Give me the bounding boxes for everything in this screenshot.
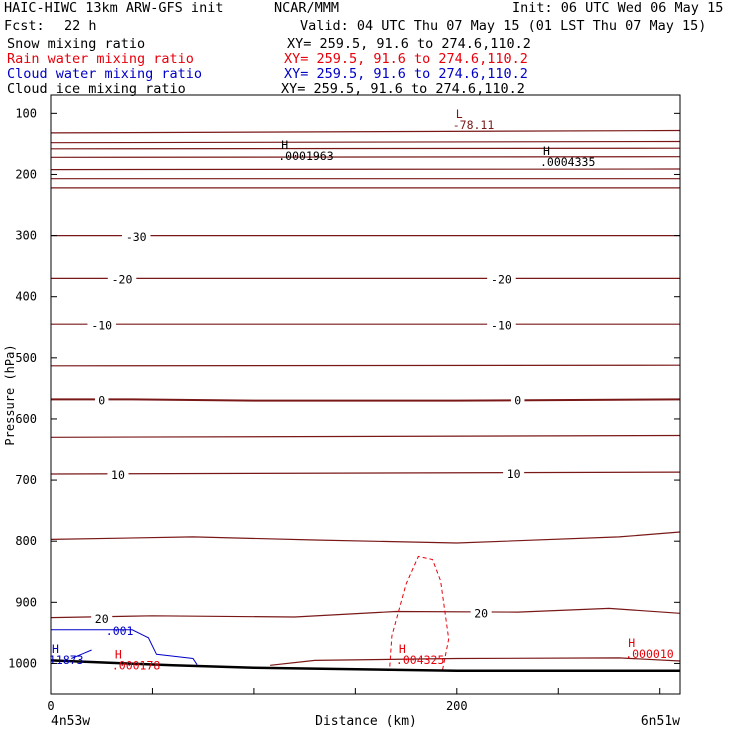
extremum-marker-h: H bbox=[543, 144, 550, 158]
extremum-marker-h: H bbox=[281, 138, 288, 152]
y-tick-label: 800 bbox=[15, 534, 37, 548]
isotherm-label: -10 bbox=[491, 318, 512, 332]
field-snow-name: Snow mixing ratio bbox=[7, 36, 146, 52]
isotherm-line bbox=[50, 364, 681, 367]
x-axis-title: Distance (km) bbox=[315, 714, 417, 729]
field-rain-name: Rain water mixing ratio bbox=[7, 51, 194, 67]
init-time: Init: 06 UTC Wed 06 May 15 bbox=[512, 0, 724, 16]
extremum-value: .004325 bbox=[396, 653, 444, 667]
x-axis: 0 200 bbox=[47, 688, 661, 713]
isotherm-line bbox=[270, 657, 681, 666]
forecast-hours: 22 h bbox=[64, 18, 97, 34]
isotherm-line bbox=[50, 156, 681, 158]
isotherm-label: 20 bbox=[474, 606, 488, 620]
x-axis-left-endpoint: 4n53w bbox=[51, 714, 90, 729]
extremum-marker-h: H bbox=[52, 642, 59, 656]
isotherm-label: 0 bbox=[514, 394, 521, 408]
isotherm-line bbox=[50, 434, 681, 438]
field-cloud-ice-xy: XY= 259.5, 91.6 to 274.6,110.2 bbox=[281, 81, 525, 97]
forecast-label: Fcst: bbox=[4, 18, 45, 34]
isotherm-label: -20 bbox=[112, 273, 133, 287]
y-axis-title: Pressure (hPa) bbox=[3, 344, 17, 445]
isotherm-label-background bbox=[121, 229, 151, 242]
organization-label: NCAR/MMM bbox=[274, 0, 340, 16]
field-snow-xy: XY= 259.5, 91.6 to 274.6,110.2 bbox=[287, 36, 531, 52]
isotherm-label: 20 bbox=[95, 612, 109, 626]
x-axis-right-endpoint: 6n51w bbox=[641, 714, 680, 729]
extrema-markers: L-78.11H.0001963 H.0004335H.000178H.00432… bbox=[49, 107, 674, 672]
extremum-marker-h: H bbox=[628, 636, 635, 650]
x-tick-label: 200 bbox=[446, 699, 468, 713]
isotherm-label: -30 bbox=[126, 230, 147, 244]
field-rain-xy: XY= 259.5, 91.6 to 274.6,110.2 bbox=[284, 51, 528, 67]
ground-surface-line bbox=[50, 659, 680, 673]
isotherm-label-background bbox=[503, 466, 525, 479]
extremum-value: .000178 bbox=[112, 659, 161, 673]
isotherm-label: 10 bbox=[111, 468, 125, 482]
y-tick-label: 400 bbox=[15, 290, 37, 304]
y-tick-label: 100 bbox=[15, 106, 37, 120]
isotherm-line bbox=[50, 607, 681, 619]
hydrometeor-contours: .001 bbox=[51, 555, 450, 670]
extremum-marker-h: H bbox=[115, 648, 122, 662]
cloud-water-contour-segment bbox=[71, 649, 92, 659]
isotherm-label: -20 bbox=[491, 273, 512, 287]
isotherm-line bbox=[51, 398, 681, 402]
isotherm-label-background bbox=[87, 318, 116, 331]
extremum-value: 11873 bbox=[49, 653, 84, 667]
model-title: HAIC-HIWC 13km ARW-GFS init bbox=[4, 0, 224, 16]
rain-water-contour bbox=[389, 555, 450, 670]
isotherm-line bbox=[50, 147, 681, 150]
isotherm-label-background bbox=[107, 468, 129, 481]
field-cloud-water-name: Cloud water mixing ratio bbox=[7, 66, 203, 82]
isotherm-line bbox=[50, 129, 681, 134]
extremum-value: .000010 bbox=[625, 647, 674, 661]
y-tick-label: 900 bbox=[15, 595, 37, 609]
isotherm-label-background bbox=[107, 272, 137, 285]
isotherm-label: -10 bbox=[91, 318, 112, 332]
valid-time: Valid: 04 UTC Thu 07 May 15 (01 LST Thu … bbox=[300, 18, 707, 34]
isotherm-label-background bbox=[91, 611, 113, 624]
extremum-value: -78.11 bbox=[453, 118, 495, 132]
isotherm-label: 0 bbox=[98, 394, 105, 408]
isotherm-line bbox=[50, 140, 681, 144]
y-tick-label: 700 bbox=[15, 473, 37, 487]
y-tick-label: 300 bbox=[15, 229, 37, 243]
isotherm-label-background bbox=[487, 272, 516, 285]
isotherm-line bbox=[50, 471, 681, 475]
extremum-value: .0004335 bbox=[540, 155, 595, 169]
isotherm-label: 10 bbox=[507, 467, 521, 481]
isotherm-label-background bbox=[470, 606, 492, 619]
field-cloud-ice-name: Cloud ice mixing ratio bbox=[7, 81, 186, 97]
x-tick-label: 0 bbox=[47, 699, 54, 713]
extremum-marker-h: H bbox=[399, 642, 406, 656]
y-tick-label: 500 bbox=[15, 351, 37, 365]
isotherm-label-background bbox=[487, 318, 516, 331]
plot-frame bbox=[50, 94, 681, 695]
y-tick-label: 1000 bbox=[8, 656, 37, 670]
isotherm-line bbox=[50, 531, 681, 544]
cloud-water-contour bbox=[51, 629, 198, 665]
isotherm-label-background bbox=[510, 393, 525, 406]
y-tick-label: 200 bbox=[15, 167, 37, 181]
field-cloud-water-xy: XY= 259.5, 91.6 to 274.6,110.2 bbox=[284, 66, 528, 82]
isotherm-label-background bbox=[94, 393, 109, 406]
temperature-contours bbox=[50, 129, 681, 666]
cloud-water-contour-label: .001 bbox=[106, 624, 134, 638]
terrain bbox=[50, 659, 680, 673]
y-tick-label: 600 bbox=[15, 412, 37, 426]
isotherm-line bbox=[50, 168, 681, 171]
extremum-marker-l: L bbox=[456, 107, 463, 121]
temperature-contour-labels: -30 -20 -20 -10 -10 0 0 10 10 20 20 bbox=[87, 229, 525, 626]
extremum-value: .0001963 bbox=[278, 149, 333, 163]
